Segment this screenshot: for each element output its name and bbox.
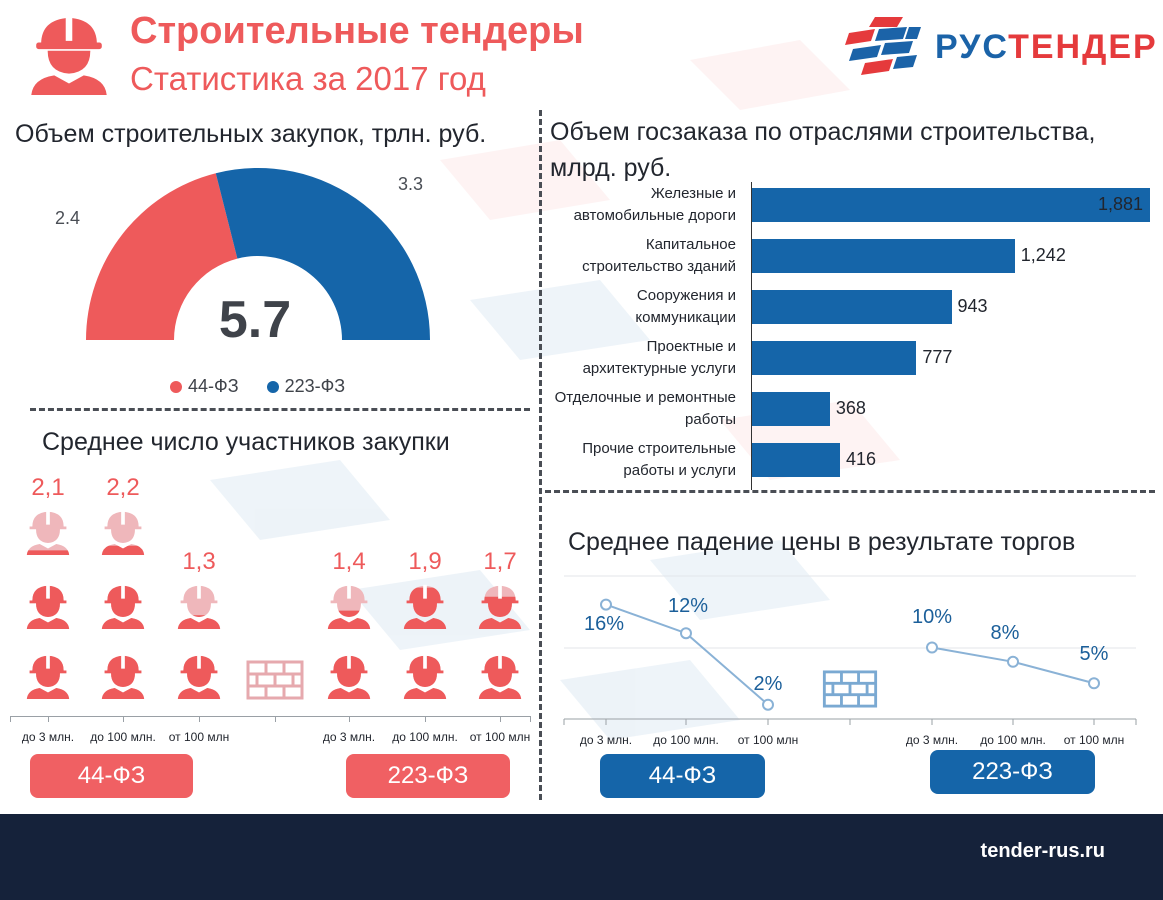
badge-44-price-drop: 44-ФЗ <box>600 754 765 798</box>
participants-tick-1-0: до 3 млн. <box>322 730 376 744</box>
participants-tick-mark-8 <box>500 716 501 722</box>
worker-icon <box>31 16 107 95</box>
participants-value-1-1: 1,9 <box>408 548 442 575</box>
participants-axis <box>10 716 530 717</box>
gauge-legend: 44-ФЗ 223-ФЗ <box>170 376 345 397</box>
participants-tick-0-1: до 100 млн. <box>90 730 156 744</box>
participants-value-0-1: 2,2 <box>106 474 140 501</box>
participants-tick-mark-3 <box>48 716 49 722</box>
participants-tick-0-0: до 3 млн. <box>21 730 75 744</box>
gauge-value-223: 3.3 <box>398 174 424 194</box>
logo-text-part2: ТЕНДЕР <box>1008 28 1158 66</box>
drop-point-0-2 <box>762 698 774 711</box>
participants-value-0-0: 2,1 <box>31 474 65 501</box>
drop-value-1-2: 5% <box>1079 643 1109 666</box>
worker-icon-1-1-0 <box>403 654 447 699</box>
participants-value-1-0: 1,4 <box>332 548 366 575</box>
participants-value-1-2: 1,7 <box>483 548 517 575</box>
rustender-logo-icon <box>845 17 921 75</box>
worker-icon-0-0-1 <box>26 584 70 629</box>
worker-icon-1-0-0 <box>327 654 371 699</box>
logo-text: РУСТЕНДЕР <box>935 28 1158 67</box>
drop-value-1-0: 10% <box>911 605 953 628</box>
badge-44-participants: 44-ФЗ <box>30 754 193 798</box>
worker-icon-0-2-partial <box>177 584 221 629</box>
price-drop-line-chart <box>563 575 1137 725</box>
worker-icon-0-0-partial <box>26 510 70 555</box>
participants-tick-mark-0 <box>10 716 11 722</box>
horizontal-separator-right <box>545 490 1155 493</box>
drop-tick-1-2: от 100 млн <box>1063 733 1125 747</box>
bars-title-line1: Объем госзаказа по отраслями строительст… <box>550 118 1096 146</box>
participants-tick-0-2: от 100 млн <box>168 730 230 744</box>
participants-tick-mark-2 <box>530 716 531 722</box>
horizontal-separator-left <box>30 408 530 411</box>
participants-chart: 2,1 до 3 млн. 2,2 до 100 млн. 1,3 от 100 млн 1… <box>0 0 540 814</box>
volume-gauge-chart <box>86 168 430 340</box>
drop-tick-0-0: до 3 млн. <box>579 733 633 747</box>
footer: tender-rus.ru <box>0 814 1163 900</box>
badge-223-participants: 223-ФЗ <box>346 754 510 798</box>
badge-223-price-drop: 223-ФЗ <box>930 750 1095 794</box>
worker-icon-1-2-partial <box>478 584 522 629</box>
participants-tick-mark-5 <box>199 716 200 722</box>
participants-tick-mark-1 <box>275 716 276 722</box>
logo-text-part1: РУС <box>935 28 1009 66</box>
worker-icon-0-1-partial <box>101 510 145 555</box>
vertical-separator <box>539 110 542 800</box>
drop-value-0-0: 16% <box>583 612 625 635</box>
worker-icon-0-2-0 <box>177 654 221 699</box>
drop-value-0-2: 2% <box>753 672 783 695</box>
gauge-title: Объем строительных закупок, трлн. руб. <box>15 120 487 148</box>
worker-icon-1-0-partial <box>327 584 371 629</box>
brick-wall-icon <box>822 670 878 708</box>
footer-url[interactable]: tender-rus.ru <box>980 840 1105 862</box>
gauge-segment-1 <box>215 168 430 340</box>
price-drop-title: Среднее падение цены в результате торгов <box>568 528 1076 556</box>
legend-swatch-223 <box>266 380 279 393</box>
page-title: Строительные тендеры <box>130 10 584 52</box>
drop-tick-0-2: от 100 млн <box>737 733 799 747</box>
participants-title: Среднее число участников закупки <box>42 428 450 456</box>
gauge-value-44: 2.4 <box>55 208 81 228</box>
worker-icon-0-1-1 <box>101 584 145 629</box>
gauge-segment-0 <box>86 173 238 340</box>
legend-label-223: 223-ФЗ <box>284 376 346 396</box>
worker-icon-0-1-0 <box>101 654 145 699</box>
gauge-total: 5.7 <box>218 291 292 349</box>
bars-title-line2: млрд. руб. <box>550 154 672 182</box>
worker-icon-1-2-0 <box>478 654 522 699</box>
drop-point-1-2 <box>1088 677 1100 690</box>
drop-point-0-1 <box>680 627 692 640</box>
participants-tick-mark-6 <box>349 716 350 722</box>
drop-value-0-1: 12% <box>667 595 709 618</box>
page-subtitle: Статистика за 2017 год <box>130 60 486 97</box>
worker-icon-1-1-partial <box>403 584 447 629</box>
drop-tick-1-0: до 3 млн. <box>905 733 959 747</box>
participants-tick-1-1: до 100 млн. <box>392 730 458 744</box>
drop-value-1-1: 8% <box>990 621 1020 644</box>
drop-point-1-1 <box>1007 655 1019 668</box>
drop-tick-0-1: до 100 млн. <box>653 733 719 747</box>
legend-swatch-44 <box>170 380 182 393</box>
brick-wall-icon <box>246 660 304 700</box>
participants-tick-mark-7 <box>425 716 426 722</box>
price-drop-labels: 16% до 3 млн. 12% до 100 млн. 2% от 100 млн 10… <box>579 595 1125 747</box>
drop-tick-1-1: до 100 млн. <box>980 733 1046 747</box>
legend-label-44: 44-ФЗ <box>188 376 239 396</box>
drop-point-1-0 <box>926 641 938 654</box>
participants-tick-mark-4 <box>123 716 124 722</box>
drop-point-0-0 <box>600 598 612 611</box>
worker-icon-0-0-0 <box>26 654 70 699</box>
participants-tick-1-2: от 100 млн <box>469 730 531 744</box>
participants-value-0-2: 1,3 <box>182 548 216 575</box>
